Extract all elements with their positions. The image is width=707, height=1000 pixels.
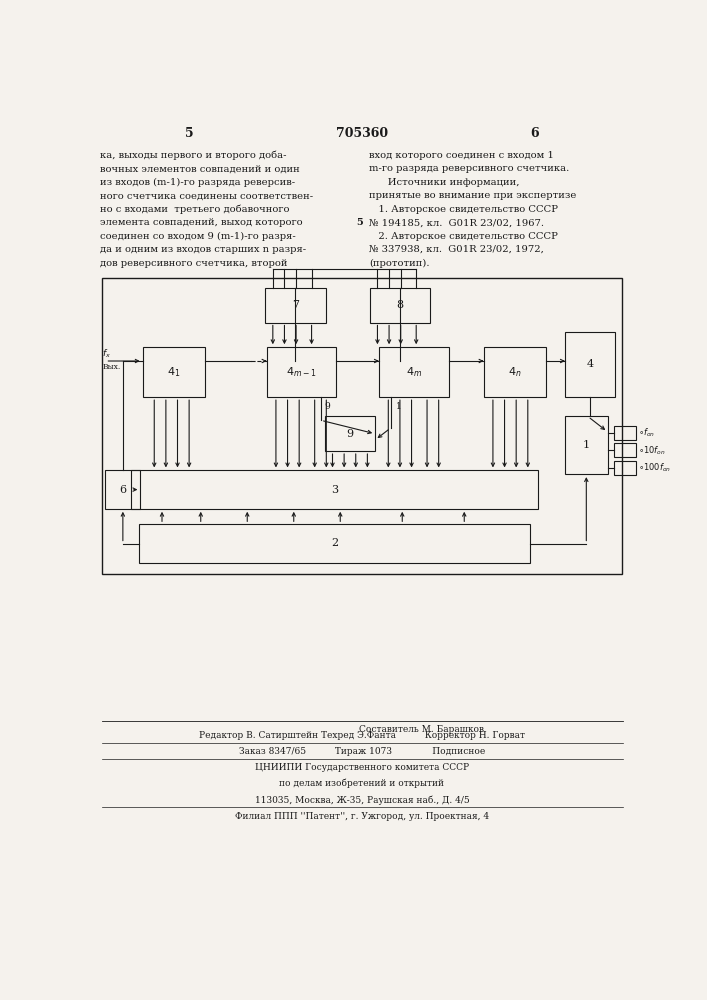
Text: соединен со входом 9 (m-1)-го разря-: соединен со входом 9 (m-1)-го разря- bbox=[100, 232, 296, 241]
Text: $\circ 100f_{on}$: $\circ 100f_{on}$ bbox=[638, 462, 671, 474]
Text: 9: 9 bbox=[325, 402, 330, 411]
Text: 1: 1 bbox=[583, 440, 590, 450]
Text: $4_1$: $4_1$ bbox=[167, 365, 180, 379]
Bar bbox=[614, 426, 636, 440]
Text: принятые во внимание при экспертизе: принятые во внимание при экспертизе bbox=[369, 191, 576, 200]
Bar bbox=[325, 416, 375, 451]
Text: Редактор В. Сатирштейн Техред Э.Фанта          Корректор Н. Горват: Редактор В. Сатирштейн Техред Э.Фанта Ко… bbox=[199, 731, 525, 740]
Text: из входов (m-1)-го разряда реверсив-: из входов (m-1)-го разряда реверсив- bbox=[100, 178, 295, 187]
Text: 6: 6 bbox=[119, 485, 127, 495]
Text: ка, выходы первого и второго доба-: ка, выходы первого и второго доба- bbox=[100, 151, 286, 160]
Text: $4_{m-1}$: $4_{m-1}$ bbox=[286, 365, 317, 379]
Text: $4_m$: $4_m$ bbox=[406, 365, 422, 379]
Text: 6: 6 bbox=[530, 127, 539, 140]
Text: m-го разряда реверсивного счетчика.: m-го разряда реверсивного счетчика. bbox=[369, 164, 569, 173]
Bar bbox=[143, 347, 204, 397]
Text: Филиал ППП ''Патент'', г. Ужгород, ул. Проектная, 4: Филиал ППП ''Патент'', г. Ужгород, ул. П… bbox=[235, 812, 489, 821]
Bar bbox=[379, 347, 449, 397]
Text: но с входами  третьего добавочного: но с входами третьего добавочного bbox=[100, 205, 289, 214]
Text: 2. Авторское свидетельство СССР: 2. Авторское свидетельство СССР bbox=[369, 232, 558, 241]
Text: 9: 9 bbox=[346, 429, 354, 439]
Text: $4_n$: $4_n$ bbox=[508, 365, 521, 379]
Text: $\circ 10f_{on}$: $\circ 10f_{on}$ bbox=[638, 444, 665, 457]
Bar bbox=[565, 332, 615, 397]
Bar bbox=[103, 278, 621, 574]
Text: элемента совпадений, выход которого: элемента совпадений, выход которого bbox=[100, 218, 303, 227]
Text: 1: 1 bbox=[395, 402, 402, 411]
Bar bbox=[484, 347, 546, 397]
Bar bbox=[131, 470, 538, 509]
Bar bbox=[614, 443, 636, 457]
Text: № 194185, кл.  G01R 23/02, 1967.: № 194185, кл. G01R 23/02, 1967. bbox=[369, 218, 544, 227]
Text: 3: 3 bbox=[331, 485, 338, 495]
Text: 5: 5 bbox=[185, 127, 194, 140]
Text: Источники информации,: Источники информации, bbox=[369, 178, 520, 187]
Bar bbox=[139, 524, 530, 563]
Text: 1. Авторское свидетельство СССР: 1. Авторское свидетельство СССР bbox=[369, 205, 558, 214]
Text: 705360: 705360 bbox=[336, 127, 388, 140]
Bar bbox=[267, 347, 337, 397]
Text: Вых.: Вых. bbox=[103, 363, 121, 371]
Text: дов реверсивного счетчика, второй: дов реверсивного счетчика, второй bbox=[100, 259, 288, 268]
Text: 113035, Москва, Ж-35, Раушская наб., Д. 4/5: 113035, Москва, Ж-35, Раушская наб., Д. … bbox=[255, 795, 469, 805]
Text: 2: 2 bbox=[331, 538, 338, 548]
Text: да и одним из входов старших n разря-: да и одним из входов старших n разря- bbox=[100, 245, 306, 254]
Text: Составитель М. Барашков: Составитель М. Барашков bbox=[359, 725, 484, 734]
Text: № 337938, кл.  G01R 23/02, 1972,: № 337938, кл. G01R 23/02, 1972, bbox=[369, 245, 544, 254]
Text: (прототип).: (прототип). bbox=[369, 259, 429, 268]
Bar bbox=[370, 288, 430, 323]
Text: Заказ 8347/65          Тираж 1073              Подписное: Заказ 8347/65 Тираж 1073 Подписное bbox=[239, 747, 485, 756]
Text: вочных элементов совпадений и один: вочных элементов совпадений и один bbox=[100, 164, 300, 173]
Bar bbox=[614, 461, 636, 475]
Text: вход которого соединен с входом 1: вход которого соединен с входом 1 bbox=[369, 151, 554, 160]
Text: 5: 5 bbox=[356, 218, 363, 227]
Text: ЦНИИПИ Государственного комитета СССР: ЦНИИПИ Государственного комитета СССР bbox=[255, 763, 469, 772]
Text: $\circ f_{on}$: $\circ f_{on}$ bbox=[638, 426, 655, 439]
Bar bbox=[265, 288, 325, 323]
Text: 7: 7 bbox=[292, 300, 299, 310]
Text: 8: 8 bbox=[397, 300, 404, 310]
Text: по делам изобретений и открытий: по делам изобретений и открытий bbox=[279, 779, 445, 788]
Text: 4: 4 bbox=[587, 359, 594, 369]
Bar bbox=[565, 416, 607, 474]
Bar bbox=[105, 470, 140, 509]
Text: $f_x$: $f_x$ bbox=[103, 347, 111, 360]
Text: ного счетчика соединены соответствен-: ного счетчика соединены соответствен- bbox=[100, 191, 313, 200]
